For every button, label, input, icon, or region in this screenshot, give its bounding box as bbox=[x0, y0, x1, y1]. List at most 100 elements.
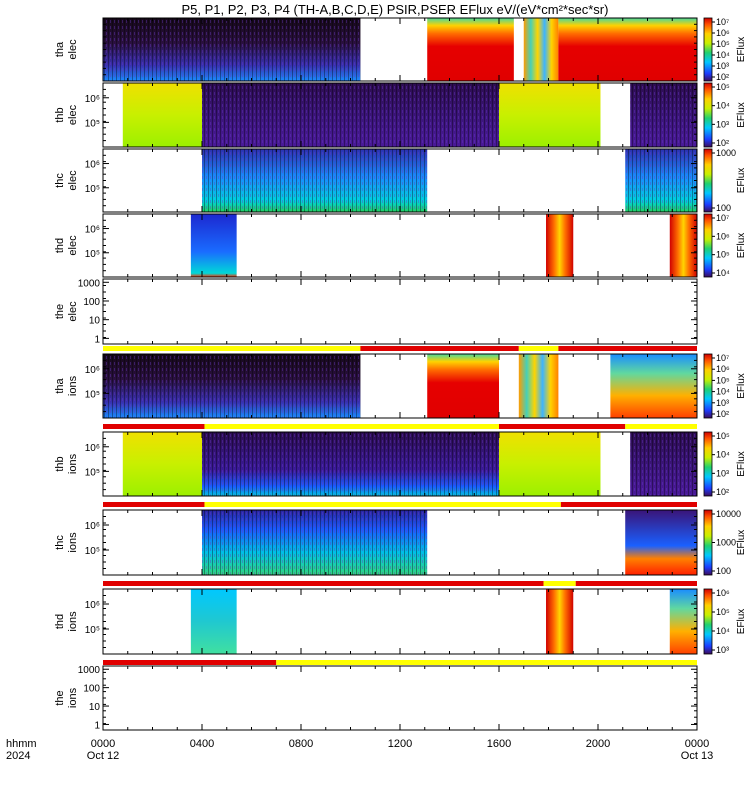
coverage-block bbox=[518, 354, 559, 418]
panel-species-label: elec bbox=[67, 235, 79, 256]
panel-probe-label: the bbox=[54, 304, 66, 319]
y-tick-label: 100 bbox=[83, 684, 100, 695]
flag-bar-segment bbox=[103, 424, 205, 429]
colorbar bbox=[703, 588, 713, 655]
time-axis: hhmm 2024 0000 0400 0800 1200 1600 2000 0000Oc… bbox=[6, 738, 713, 762]
y-tick-label: 10⁶ bbox=[85, 365, 100, 376]
colorbar bbox=[703, 353, 713, 419]
panel-probe-label: thb bbox=[54, 107, 66, 122]
coverage-block bbox=[610, 354, 697, 418]
panel-background bbox=[103, 279, 697, 344]
panel-species-label: ions bbox=[67, 453, 79, 474]
flag-bar-segment bbox=[575, 581, 697, 586]
time-tick-label: 0000 bbox=[91, 738, 115, 750]
time-tick-label: 1600 bbox=[487, 738, 511, 750]
time-tick-label: 0400 bbox=[190, 738, 214, 750]
time-tick-label: 2000 bbox=[586, 738, 610, 750]
coverage-block bbox=[546, 589, 574, 654]
y-tick-label: 10⁵ bbox=[85, 546, 100, 557]
coverage-texture bbox=[630, 432, 697, 496]
panel-species-label: ions bbox=[67, 687, 79, 708]
colorbar-tick-label: 10³ bbox=[716, 468, 729, 478]
coverage-texture bbox=[202, 149, 428, 212]
coverage-block bbox=[558, 18, 697, 81]
y-tick-label: 10⁵ bbox=[85, 467, 100, 478]
flag-bar-segment bbox=[558, 346, 697, 351]
y-tick-label: 10⁶ bbox=[85, 225, 100, 236]
coverage-block bbox=[190, 214, 237, 277]
y-tick-label: 10 bbox=[89, 702, 101, 713]
coverage-block bbox=[546, 214, 574, 277]
panel-background bbox=[103, 666, 697, 730]
colorbar-tick-label: 10² bbox=[716, 409, 729, 419]
colorbar bbox=[703, 213, 713, 278]
colorbar-tick-label: 10⁴ bbox=[716, 626, 730, 636]
colorbar-tick-label: 10² bbox=[716, 72, 729, 82]
colorbar-label: EFlux bbox=[736, 233, 747, 259]
coverage-block bbox=[122, 83, 202, 147]
panel-probe-label: tha bbox=[54, 377, 66, 393]
flag-bar-segment bbox=[560, 502, 697, 507]
colorbar-tick-label: 10⁷ bbox=[716, 353, 729, 363]
colorbar bbox=[703, 431, 713, 497]
coverage-texture bbox=[202, 83, 499, 147]
coverage-texture bbox=[202, 432, 499, 496]
colorbar-tick-label: 10⁵ bbox=[716, 39, 730, 49]
panel-probe-label: thd bbox=[54, 614, 66, 629]
panel-species-label: elec bbox=[67, 170, 79, 191]
panel-probe-label: thc bbox=[54, 535, 66, 550]
coverage-block bbox=[190, 589, 237, 654]
coverage-block bbox=[669, 589, 697, 654]
colorbar-tick-label: 10⁵ bbox=[716, 250, 730, 260]
flag-bar-segment bbox=[276, 660, 697, 665]
date-label: Oct 12 bbox=[87, 750, 119, 762]
date-label: Oct 13 bbox=[681, 750, 713, 762]
colorbar-label: EFlux bbox=[736, 102, 747, 128]
colorbar-tick-label: 10⁴ bbox=[716, 101, 730, 111]
y-tick-label: 100 bbox=[83, 297, 100, 308]
y-tick-label: 10⁵ bbox=[85, 118, 100, 129]
panel-probe-label: tha bbox=[54, 41, 66, 57]
colorbar-tick-label: 10⁶ bbox=[716, 231, 730, 241]
coverage-block bbox=[669, 214, 697, 277]
flag-bar-segment bbox=[499, 424, 626, 429]
colorbar-tick-label: 10² bbox=[716, 138, 729, 148]
panel-species-label: elec bbox=[67, 301, 79, 322]
panel-species-label: ions bbox=[67, 375, 79, 396]
colorbar-tick-label: 10⁷ bbox=[716, 17, 729, 27]
flag-bar-segment bbox=[543, 581, 576, 586]
y-tick-label: 1 bbox=[94, 334, 100, 345]
flag-bar-segment bbox=[360, 346, 519, 351]
colorbar-tick-label: 10⁴ bbox=[716, 268, 730, 278]
panel-probe-label: thb bbox=[54, 456, 66, 471]
time-axis-row2-label: 2024 bbox=[6, 750, 30, 762]
colorbar-tick-label: 10⁴ bbox=[716, 450, 730, 460]
colorbar-tick-label: 10³ bbox=[716, 119, 729, 129]
colorbar bbox=[703, 148, 713, 213]
y-tick-label: 10⁶ bbox=[85, 521, 100, 532]
coverage-block bbox=[427, 354, 499, 418]
flag-bar-segment bbox=[103, 660, 277, 665]
panel-thc-ions: 10⁵ 10⁶ thc ions 100 1000 10000 EFlux bbox=[54, 509, 747, 586]
colorbar-tick-label: 10⁶ bbox=[716, 28, 730, 38]
colorbar-tick-label: 10⁴ bbox=[716, 387, 730, 397]
colorbar bbox=[703, 509, 713, 576]
time-tick-label: 0000 bbox=[685, 738, 709, 750]
colorbar-label: EFlux bbox=[736, 37, 747, 63]
time-tick-label: 0800 bbox=[289, 738, 313, 750]
colorbar-tick-label: 10000 bbox=[716, 509, 741, 519]
flag-bar-segment bbox=[204, 424, 499, 429]
colorbar-tick-label: 10³ bbox=[716, 61, 729, 71]
panel-thd-elec: 10⁵ 10⁶ thd elec 10⁴ 10⁵ 10⁶ 10⁷ EFlux bbox=[54, 213, 747, 278]
colorbar bbox=[703, 82, 713, 148]
y-tick-label: 10⁵ bbox=[85, 184, 100, 195]
panel-species-label: ions bbox=[67, 611, 79, 632]
panel-thd-ions: 10⁵ 10⁶ thd ions 10³ 10⁴ 10⁵ 10⁶ EFlux bbox=[54, 588, 747, 665]
flag-bar-segment bbox=[103, 581, 544, 586]
panel-probe-label: thd bbox=[54, 238, 66, 253]
coverage-block bbox=[427, 18, 514, 81]
panel-tha-elec: 10⁵10⁶thaelec10²10³10⁴10⁵10⁶10⁷EFlux bbox=[54, 17, 747, 82]
colorbar-tick-label: 10⁵ bbox=[716, 607, 730, 617]
